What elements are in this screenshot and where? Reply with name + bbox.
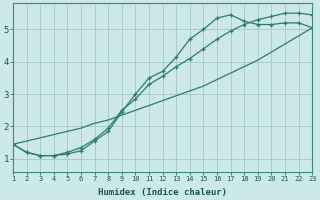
X-axis label: Humidex (Indice chaleur): Humidex (Indice chaleur) xyxy=(98,188,227,197)
